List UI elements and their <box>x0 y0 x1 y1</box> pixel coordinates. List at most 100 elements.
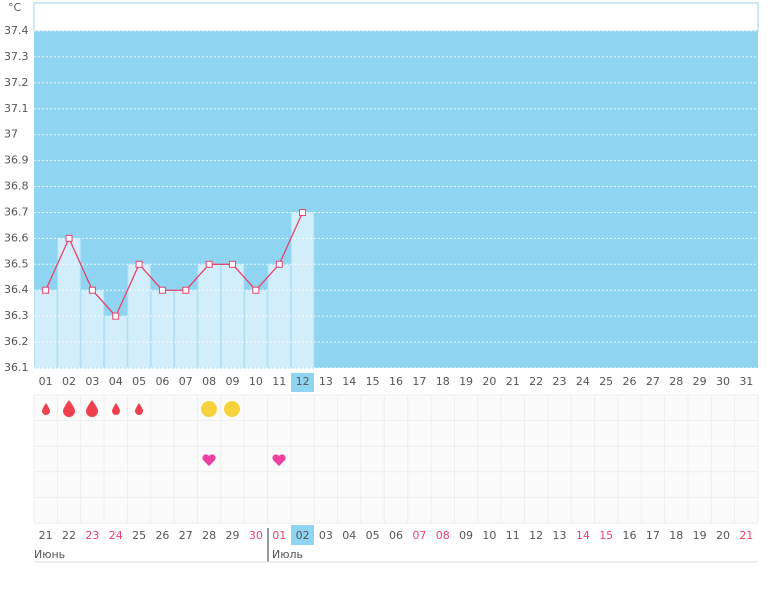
point <box>42 286 50 294</box>
date-label: 02 <box>296 529 310 542</box>
x-tick-label: 23 <box>552 375 566 388</box>
date-label: 05 <box>366 529 380 542</box>
date-label: 10 <box>482 529 496 542</box>
date-label: 16 <box>623 529 637 542</box>
bar <box>57 237 81 369</box>
bar <box>244 289 268 369</box>
drop <box>63 400 75 417</box>
date-label: 21 <box>39 529 53 542</box>
point <box>158 286 166 294</box>
date-label: 30 <box>249 529 263 542</box>
date-label: 21 <box>739 529 753 542</box>
date-label: 19 <box>693 529 707 542</box>
x-tick-label: 22 <box>529 375 543 388</box>
date-label: 29 <box>226 529 240 542</box>
date-label: 27 <box>179 529 193 542</box>
date-label: 28 <box>202 529 216 542</box>
date-label: 09 <box>459 529 473 542</box>
x-tick-label: 29 <box>693 375 707 388</box>
y-tick-label: 36.4 <box>4 283 29 296</box>
heart <box>202 454 216 466</box>
x-tick-label: 25 <box>599 375 613 388</box>
y-tick-label: 36.7 <box>4 205 29 218</box>
x-tick-label: 17 <box>412 375 426 388</box>
point <box>65 234 73 242</box>
temp-line <box>45 212 304 318</box>
drop <box>86 400 98 417</box>
y-tick-label: 36.6 <box>4 231 29 244</box>
ovulation <box>201 401 217 417</box>
point <box>275 260 283 268</box>
y-tick-label: 37.1 <box>4 102 29 115</box>
date-label: 22 <box>62 529 76 542</box>
date-label: 03 <box>319 529 333 542</box>
y-tick-label: 37.3 <box>4 50 29 63</box>
point <box>252 286 260 294</box>
ovulation <box>224 401 240 417</box>
y-tick-label: 36.3 <box>4 309 29 322</box>
date-label: 24 <box>109 529 123 542</box>
date-label: 26 <box>155 529 169 542</box>
point <box>135 260 143 268</box>
point <box>182 286 190 294</box>
bar <box>220 263 245 369</box>
x-tick-label: 31 <box>739 375 753 388</box>
date-label: 14 <box>576 529 590 542</box>
y-tick-label: 37 <box>4 128 18 141</box>
bar <box>174 289 198 369</box>
selected-date <box>291 525 314 545</box>
date-label: 07 <box>412 529 426 542</box>
x-tick-label: 28 <box>669 375 683 388</box>
date-label: 13 <box>552 529 566 542</box>
heart <box>272 454 286 466</box>
date-label: 17 <box>646 529 660 542</box>
date-label: 23 <box>85 529 99 542</box>
x-tick-label: 12 <box>296 375 310 388</box>
x-tick-label: 08 <box>202 375 216 388</box>
bar <box>34 289 58 369</box>
date-label: 20 <box>716 529 730 542</box>
x-tick-label: 26 <box>623 375 637 388</box>
x-tick-label: 20 <box>482 375 496 388</box>
selected-day <box>291 373 314 392</box>
x-tick-label: 16 <box>389 375 403 388</box>
y-tick-label: 36.9 <box>4 154 29 167</box>
x-tick-label: 15 <box>366 375 380 388</box>
date-label: 12 <box>529 529 543 542</box>
x-tick-label: 05 <box>132 375 146 388</box>
y-tick-label: 37.4 <box>4 24 29 37</box>
date-label: 08 <box>436 529 450 542</box>
date-label: 25 <box>132 529 146 542</box>
point <box>88 286 96 294</box>
unit-label: °C <box>8 1 22 14</box>
month-label: Июнь <box>34 548 65 561</box>
x-tick-label: 24 <box>576 375 590 388</box>
y-tick-label: 36.8 <box>4 180 29 193</box>
x-tick-label: 13 <box>319 375 333 388</box>
x-tick-label: 11 <box>272 375 286 388</box>
y-tick-label: 36.2 <box>4 335 29 348</box>
events-panel <box>33 394 759 524</box>
events-bg <box>34 395 758 523</box>
point <box>205 260 213 268</box>
x-tick-label: 14 <box>342 375 356 388</box>
x-tick-label: 27 <box>646 375 660 388</box>
bar <box>150 289 175 369</box>
bar <box>197 263 221 369</box>
x-tick-label: 03 <box>85 375 99 388</box>
x-tick-label: 02 <box>62 375 76 388</box>
bar <box>80 289 105 369</box>
drop <box>112 403 120 415</box>
point <box>112 312 120 320</box>
x-tick-label: 01 <box>39 375 53 388</box>
date-label: 18 <box>669 529 683 542</box>
top-strip <box>33 2 759 32</box>
y-tick-label: 37.2 <box>4 76 29 89</box>
x-tick-label: 06 <box>155 375 169 388</box>
drop <box>42 403 50 415</box>
month-label: Июль <box>272 548 303 561</box>
icons <box>42 348 312 466</box>
date-label: 15 <box>599 529 613 542</box>
date-label: 04 <box>342 529 356 542</box>
